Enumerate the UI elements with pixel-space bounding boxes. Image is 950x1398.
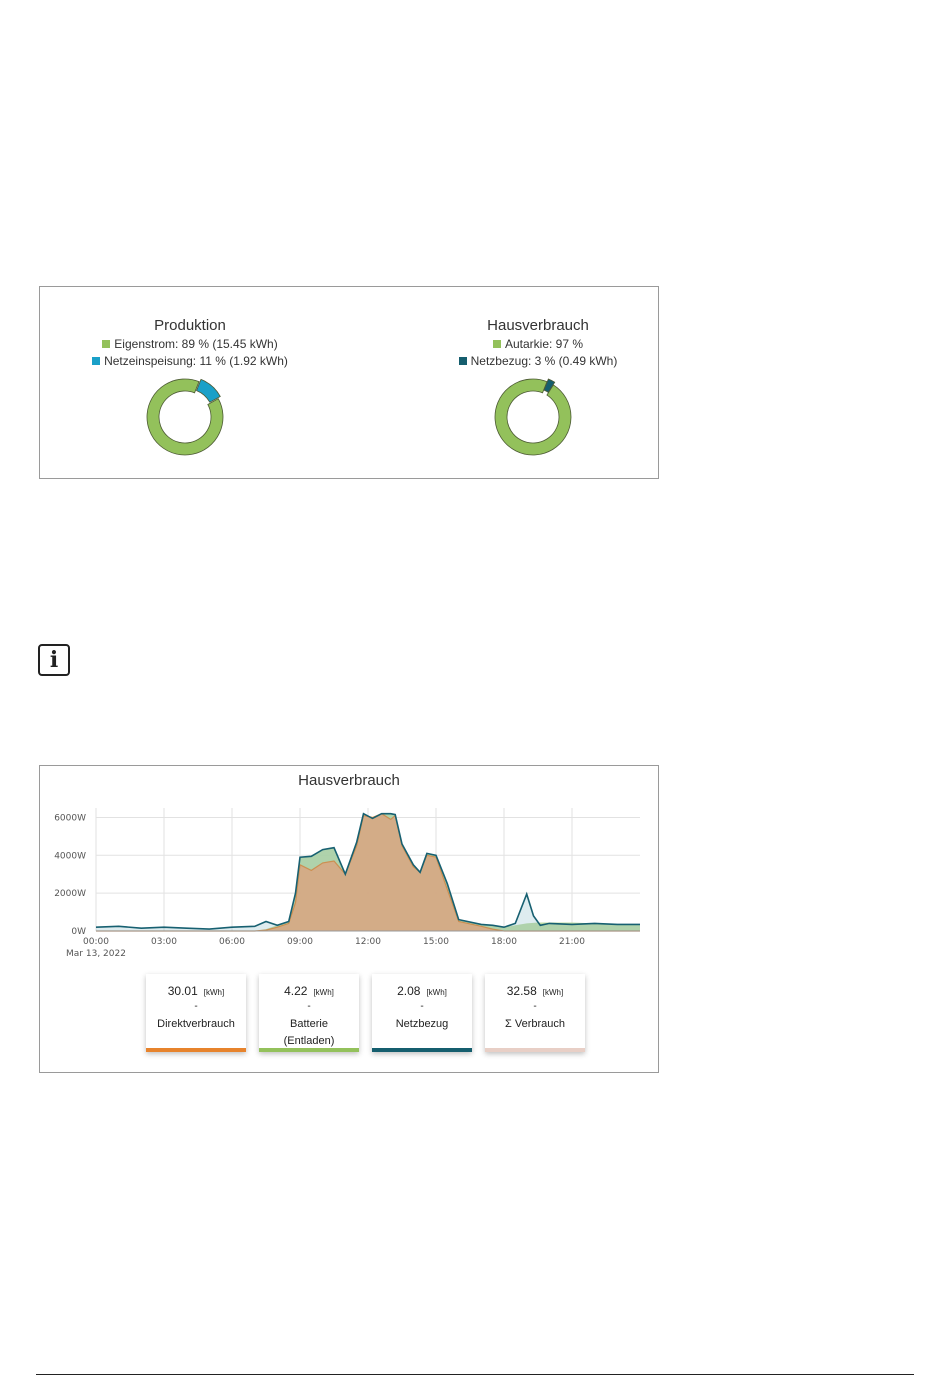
household-legend-item[interactable]: Netzbezug: 3 % (0.49 kWh) [388,354,688,368]
household-legend-item[interactable]: Autarkie: 97 % [388,337,688,351]
info-icon: i [38,644,70,676]
x-tick-label: 15:00 [423,937,449,947]
card-value: 32.58 [506,984,537,998]
household-title: Hausverbrauch [487,317,589,334]
donut-slice[interactable] [196,378,221,403]
card-value: 2.08 [397,984,421,998]
x-tick-label: 03:00 [151,937,177,947]
donut-slice[interactable] [146,378,224,456]
card-unit: [kWh] [313,988,334,997]
card-color-bar [485,1048,585,1052]
x-tick-label: 21:00 [559,937,585,947]
donut-slice[interactable] [494,378,572,456]
production-title: Produktion [154,317,226,334]
legend-swatch-icon [458,357,467,365]
card-dash: - [533,1001,537,1012]
card-label: Σ Verbrauch [504,1018,565,1030]
y-tick-label: 0W [71,927,86,937]
series-line-netzbezug [95,812,640,930]
card-value: 4.22 [284,984,308,998]
y-tick-label: 4000W [54,851,86,861]
household-donut-block: Hausverbrauch Autarkie: 97 % Netzbezug: … [388,287,688,458]
card-label: Direktverbrauch [157,1018,235,1030]
legend-swatch-icon [492,340,501,348]
card-unit: [kWh] [203,988,225,997]
series-area-0 [96,813,640,931]
card-color-bar [146,1048,246,1052]
donut-slice[interactable] [543,378,556,393]
production-legend-item[interactable]: Netzeinspeisung: 11 % (1.92 kWh) [40,354,340,368]
x-tick-label: 00:00 [83,937,109,947]
x-tick-label: 12:00 [355,937,381,947]
card-unit: [kWh] [542,988,564,997]
legend-label: Netzbezug: 3 % (0.49 kWh) [470,354,618,368]
consumption-chart-panel: Hausverbrauch 0W 2000W 4000W 6000W 00:00 03:0… [39,765,659,1073]
card-unit: [kWh] [426,988,447,997]
legend-swatch-icon [102,340,111,348]
series-area-netzbezug [96,813,640,931]
card-color-bar [372,1048,472,1052]
y-tick-label: 2000W [54,889,86,899]
card-verbrauch-sum[interactable]: 32.58 [kWh] - Σ Verbrauch [485,974,585,1052]
card-color-bar [259,1048,359,1052]
household-donut-chart [494,378,572,456]
chart-title: Hausverbrauch [298,772,400,789]
production-donut-block: Produktion Eigenstrom: 89 % (15.45 kWh) … [40,287,340,458]
x-tick-label: 09:00 [287,937,313,947]
y-tick-label: 6000W [54,813,86,823]
legend-label: Autarkie: 97 % [504,337,584,351]
date-label: Mar 13, 2022 [66,949,126,959]
card-dash: - [194,1001,198,1012]
card-label: Batterie (Entladen) [283,1018,335,1047]
card-dash: - [420,1001,424,1012]
production-legend-item[interactable]: Eigenstrom: 89 % (15.45 kWh) [40,337,340,351]
x-tick-label: 06:00 [219,937,245,947]
card-value: 30.01 [167,984,198,998]
legend-label: Netzeinspeisung: 11 % (1.92 kWh) [104,354,288,368]
x-tick-label: 18:00 [491,937,517,947]
energy-distribution-panel: Produktion Eigenstrom: 89 % (15.45 kWh) … [39,286,659,479]
card-dash: - [307,1001,311,1012]
card-batterie[interactable]: 4.22 [kWh] - Batterie (Entladen) [259,974,359,1052]
legend-label: Eigenstrom: 89 % (15.45 kWh) [114,337,278,351]
footer-rule [36,1374,914,1375]
production-donut-chart [146,378,224,456]
card-netzbezug[interactable]: 2.08 [kWh] - Netzbezug [372,974,472,1052]
legend-swatch-icon [92,357,101,365]
card-direktverbrauch[interactable]: 30.01 [kWh] - Direktverbrauch [146,974,246,1052]
card-label: Netzbezug [395,1018,449,1030]
consumption-area-chart: 0W 2000W 4000W 6000W 00:00 03:00 06:00 09:00 12:… [54,808,640,959]
